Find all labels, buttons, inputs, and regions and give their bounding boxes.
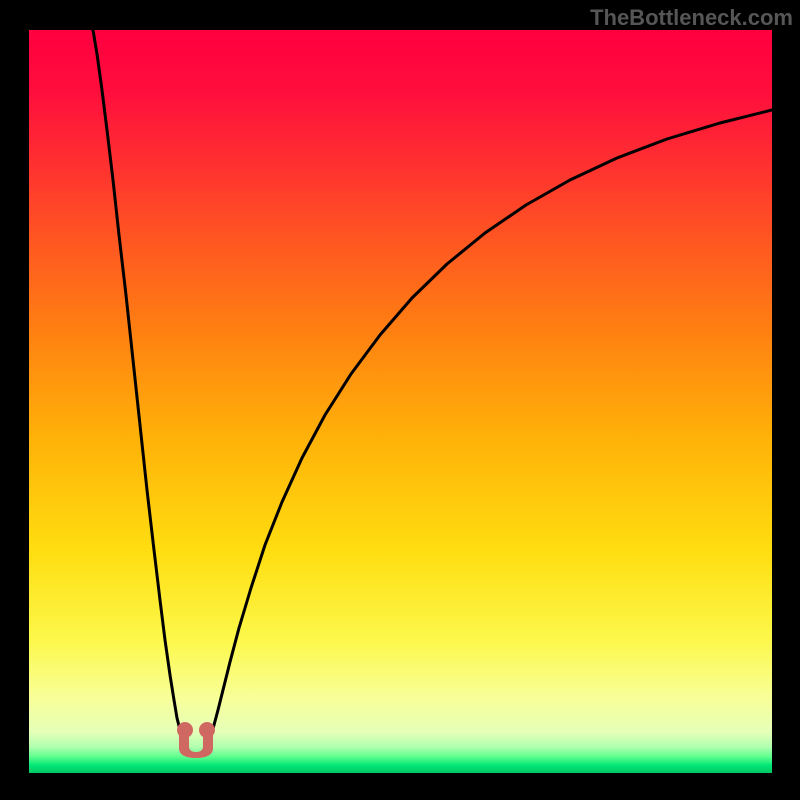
plot-area — [29, 30, 772, 773]
plot-svg — [29, 30, 772, 773]
marker-knob-1 — [199, 722, 215, 738]
marker-knob-0 — [177, 722, 193, 738]
watermark: TheBottleneck.com — [590, 5, 793, 31]
chart-container: TheBottleneck.com — [0, 0, 800, 800]
